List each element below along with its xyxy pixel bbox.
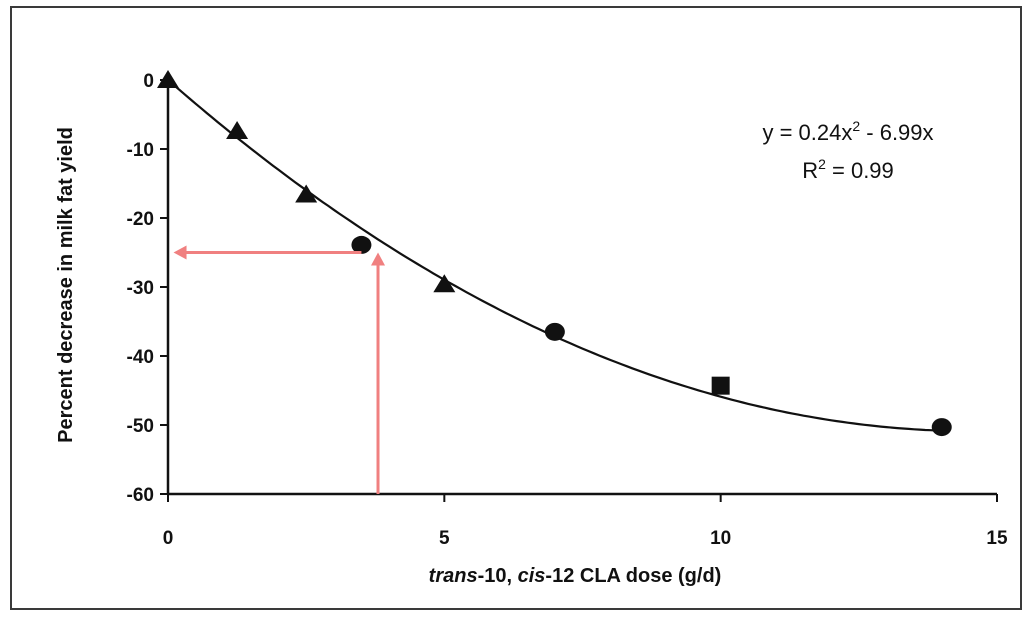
data-markers [157, 70, 952, 437]
x-axis-title-part-2: -10, [478, 565, 518, 587]
horizontal-arrow-head [173, 245, 187, 260]
x-tick-label: 0 [163, 528, 174, 549]
fit-equation: y = 0.24x2 - 6.99x [762, 118, 933, 145]
x-tick-label: 15 [986, 528, 1008, 549]
y-tick-label: 0 [143, 71, 154, 92]
y-tick-label: -20 [127, 209, 154, 230]
y-tick-label: -50 [127, 416, 154, 437]
triangle-marker [433, 274, 456, 293]
circle-marker [544, 322, 565, 341]
chart-frame [10, 6, 1022, 610]
square-marker [711, 376, 730, 395]
fit-equation-b: - 6.99x [860, 120, 933, 145]
triangle-marker [157, 70, 179, 88]
y-axis-title: Percent decrease in milk fat yield [55, 127, 77, 443]
x-axis-title-part-4: -12 CLA dose (g/d) [545, 565, 721, 587]
y-tick-label: -60 [127, 485, 154, 506]
y-tick-label: -30 [127, 278, 154, 299]
ticks: 0 -10 -20 -30 -40 -50 -60 0 5 10 15 [127, 71, 1008, 549]
r-squared-b: = 0.99 [826, 158, 894, 183]
x-axis-title-part-1: trans [429, 565, 478, 587]
triangle-marker [295, 184, 318, 203]
y-tick-label: -40 [127, 347, 154, 368]
fit-equation-a: y = 0.24x [762, 120, 852, 145]
x-tick-label: 10 [710, 528, 731, 549]
triangle-marker [226, 121, 249, 140]
vertical-arrow-head [371, 252, 386, 266]
r-squared-a: R [802, 158, 818, 183]
circle-marker [931, 418, 952, 437]
y-tick-label: -10 [127, 140, 154, 161]
x-axis-title: trans-10, cis-12 CLA dose (g/d) [429, 565, 722, 587]
axes [166, 72, 997, 496]
circle-marker [351, 235, 372, 254]
r-squared: R2 = 0.99 [802, 156, 894, 183]
x-tick-label: 5 [439, 528, 450, 549]
annotation-arrows [173, 245, 386, 494]
r-squared-sup: 2 [818, 156, 826, 172]
fit-equation-sup: 2 [852, 118, 860, 134]
x-axis-title-part-3: cis [518, 565, 546, 587]
